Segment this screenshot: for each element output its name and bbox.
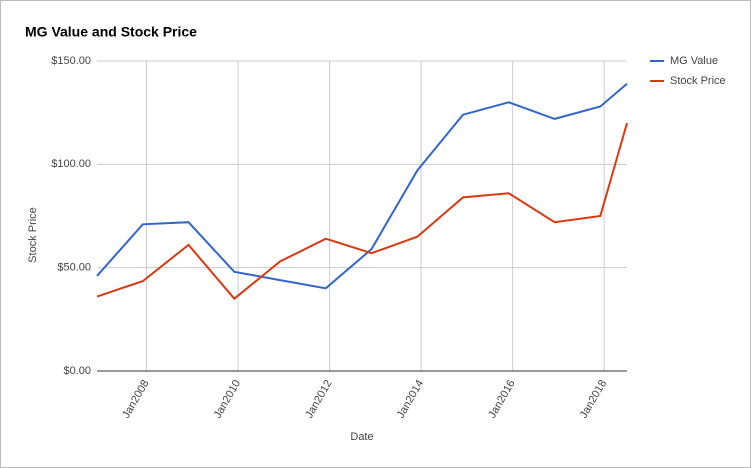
series-line xyxy=(96,82,628,290)
y-axis-title: Stock Price xyxy=(27,207,39,263)
legend-label: MG Value xyxy=(670,55,718,67)
y-tick-label: $100.00 xyxy=(51,158,91,170)
chart-title: MG Value and Stock Price xyxy=(25,24,197,40)
y-tick-label: $50.00 xyxy=(57,262,91,274)
y-tick-label: $0.00 xyxy=(63,365,91,377)
legend-label: Stock Price xyxy=(670,75,726,87)
y-tick-label: $150.00 xyxy=(51,55,91,67)
x-axis-title: Date xyxy=(350,431,373,443)
series-line xyxy=(96,122,628,301)
